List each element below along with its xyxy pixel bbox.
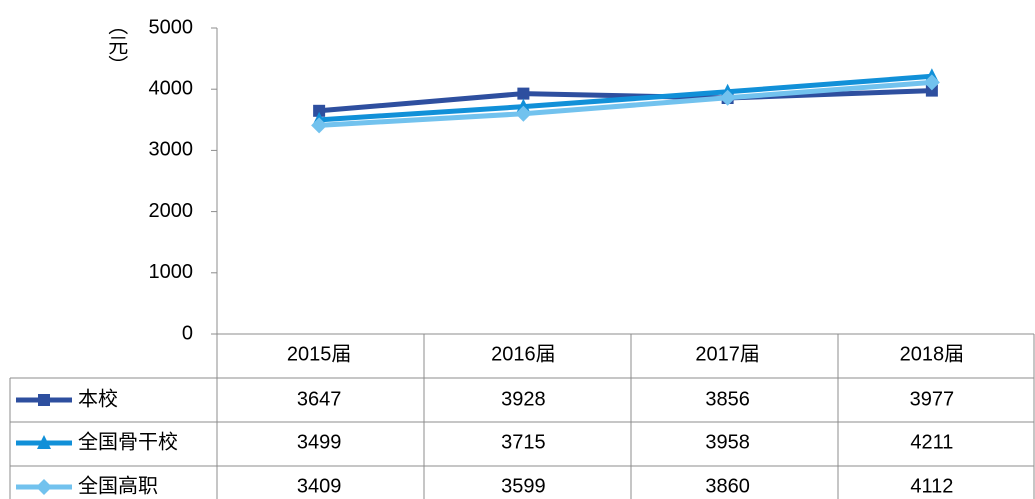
marker <box>719 89 736 106</box>
series-line <box>318 88 932 114</box>
table-value: 3647 <box>297 388 342 410</box>
legend-label: 本校 <box>78 387 118 410</box>
table-value: 3928 <box>501 388 546 410</box>
marker <box>517 87 530 100</box>
table-value: 3715 <box>501 431 546 453</box>
marker <box>515 105 532 122</box>
y-tick-label: 4000 <box>149 77 194 99</box>
marker <box>38 394 50 406</box>
y-tick-label: 3000 <box>149 139 194 161</box>
series-line <box>318 79 933 128</box>
series-line <box>318 73 933 123</box>
marker <box>923 74 940 91</box>
table-value: 3409 <box>297 475 342 497</box>
y-axis-label: （元） <box>105 15 128 75</box>
y-tick-label: 2000 <box>149 200 194 222</box>
table-value: 4211 <box>910 431 953 453</box>
x-tick-label: 2018届 <box>900 343 965 365</box>
table-value: 3599 <box>501 475 546 497</box>
marker <box>516 98 531 113</box>
x-tick-label: 2015届 <box>287 343 352 365</box>
marker <box>313 104 326 117</box>
table-value: 3860 <box>705 475 750 497</box>
marker <box>925 84 938 97</box>
y-tick-label: 0 <box>182 322 193 344</box>
marker <box>36 479 52 495</box>
legend-label: 全国骨干校 <box>78 430 178 453</box>
table-value: 4112 <box>910 475 953 497</box>
x-tick-label: 2017届 <box>695 343 760 365</box>
y-tick-label: 5000 <box>149 16 194 38</box>
table-value: 3977 <box>910 388 955 410</box>
x-tick-label: 2016届 <box>491 343 556 365</box>
y-tick-label: 1000 <box>149 261 194 283</box>
marker <box>37 435 51 449</box>
legend-label: 全国高职 <box>78 474 158 497</box>
table-value: 3856 <box>705 388 750 410</box>
table-value: 3499 <box>297 431 342 453</box>
marker <box>311 117 328 134</box>
table-value: 3958 <box>705 431 750 453</box>
data-table <box>9 333 1035 499</box>
